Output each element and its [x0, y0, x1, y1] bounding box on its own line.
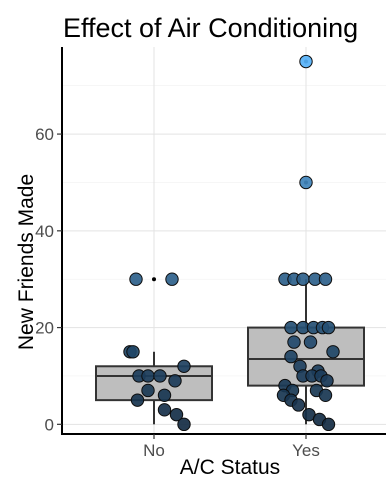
y-tick-label: 60 — [35, 125, 54, 144]
chart-title: Effect of Air Conditioning — [63, 13, 358, 43]
data-points — [123, 54, 340, 432]
data-point — [299, 175, 313, 190]
data-point — [157, 403, 172, 417]
data-point — [169, 407, 184, 422]
data-point — [165, 272, 179, 286]
data-point — [129, 272, 143, 286]
box-no — [95, 277, 213, 425]
data-point — [291, 398, 306, 412]
data-point — [318, 272, 333, 286]
data-point — [130, 393, 145, 407]
x-axis-title: A/C Status — [180, 456, 280, 477]
y-tick-label: 20 — [35, 319, 54, 338]
data-point — [299, 54, 313, 69]
data-point — [177, 417, 191, 432]
data-point — [284, 320, 298, 335]
data-point — [321, 417, 336, 432]
outlier-marker — [152, 277, 156, 282]
x-tick-label: Yes — [292, 441, 320, 460]
data-point — [321, 320, 336, 335]
data-point — [157, 388, 172, 402]
data-point — [141, 383, 155, 398]
y-tick-label: 0 — [45, 415, 54, 434]
x-tick-label: No — [143, 441, 165, 460]
x-tick-labels: No Yes — [143, 434, 320, 460]
data-point — [326, 345, 340, 359]
data-point — [177, 359, 191, 373]
data-point — [318, 388, 333, 402]
data-point — [320, 374, 334, 388]
data-point — [303, 335, 318, 349]
data-point — [168, 374, 182, 388]
data-point — [126, 345, 140, 359]
data-point — [287, 335, 301, 349]
data-point — [284, 349, 298, 364]
y-tick-label: 40 — [35, 222, 54, 241]
axes — [61, 47, 386, 435]
box-iqr — [95, 365, 213, 402]
data-point — [141, 369, 155, 383]
y-tick-labels: 0 20 40 60 — [35, 125, 62, 434]
data-point — [296, 272, 310, 286]
y-axis-title: New Friends Made — [15, 174, 38, 350]
plot-panel — [61, 47, 386, 435]
data-point — [153, 369, 167, 383]
